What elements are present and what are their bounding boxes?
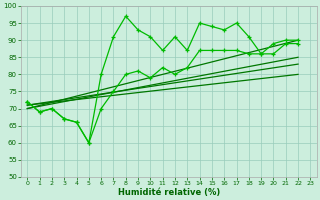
X-axis label: Humidité relative (%): Humidité relative (%) [118,188,220,197]
